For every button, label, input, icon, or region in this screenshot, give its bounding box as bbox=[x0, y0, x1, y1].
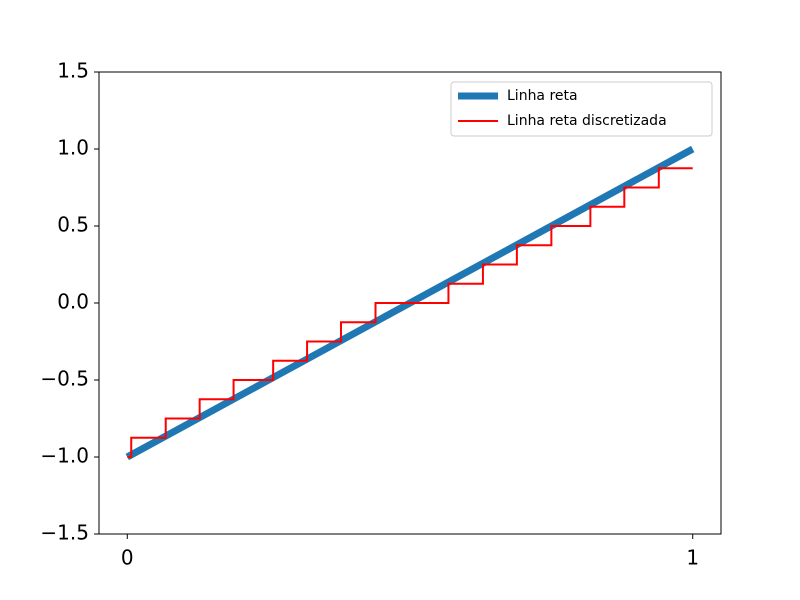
x-tick-label: 1 bbox=[686, 546, 699, 570]
y-tick-label: −1.5 bbox=[40, 521, 89, 545]
y-tick-label: 1.0 bbox=[57, 136, 89, 160]
y-tick-label: 0.5 bbox=[57, 213, 89, 237]
y-tick-label: 0.0 bbox=[57, 290, 89, 314]
legend-label: Linha reta discretizada bbox=[507, 113, 667, 129]
legend-box bbox=[450, 81, 713, 137]
y-tick-label: 1.5 bbox=[57, 59, 89, 83]
y-tick-label: −0.5 bbox=[40, 367, 89, 391]
y-tick-label: −1.0 bbox=[40, 444, 89, 468]
legend-label: Linha reta bbox=[507, 88, 578, 104]
x-tick-label: 0 bbox=[121, 546, 134, 570]
data-line bbox=[127, 167, 693, 458]
